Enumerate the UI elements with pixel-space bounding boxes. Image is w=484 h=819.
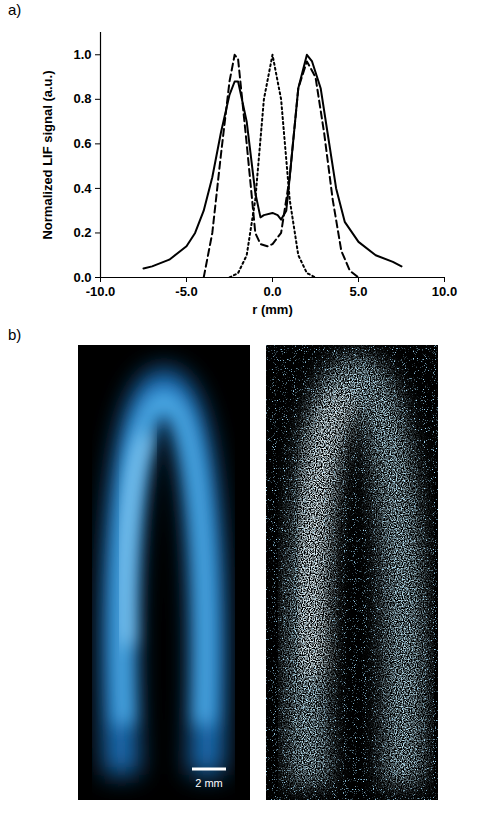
svg-text:0.4: 0.4	[73, 181, 92, 196]
svg-text:2 mm: 2 mm	[195, 777, 223, 789]
svg-text:1.0: 1.0	[73, 47, 91, 62]
html-text:a): a)	[8, 1, 22, 18]
svg-text:5.0: 5.0	[349, 284, 367, 299]
svg-text:0.0: 0.0	[263, 284, 281, 299]
svg-text:-5.0: -5.0	[175, 284, 197, 299]
svg-text:0.0: 0.0	[73, 270, 91, 285]
svg-text:Normalized LIF signal (a.u.): Normalized LIF signal (a.u.)	[40, 70, 55, 239]
svg-text:r (mm): r (mm)	[252, 302, 292, 317]
html-text:b): b)	[8, 326, 22, 343]
svg-text:-10.0: -10.0	[86, 284, 116, 299]
svg-text:0.6: 0.6	[73, 136, 91, 151]
svg-text:0.8: 0.8	[73, 91, 91, 106]
svg-text:0.2: 0.2	[73, 225, 91, 240]
svg-text:10.0: 10.0	[432, 284, 457, 299]
